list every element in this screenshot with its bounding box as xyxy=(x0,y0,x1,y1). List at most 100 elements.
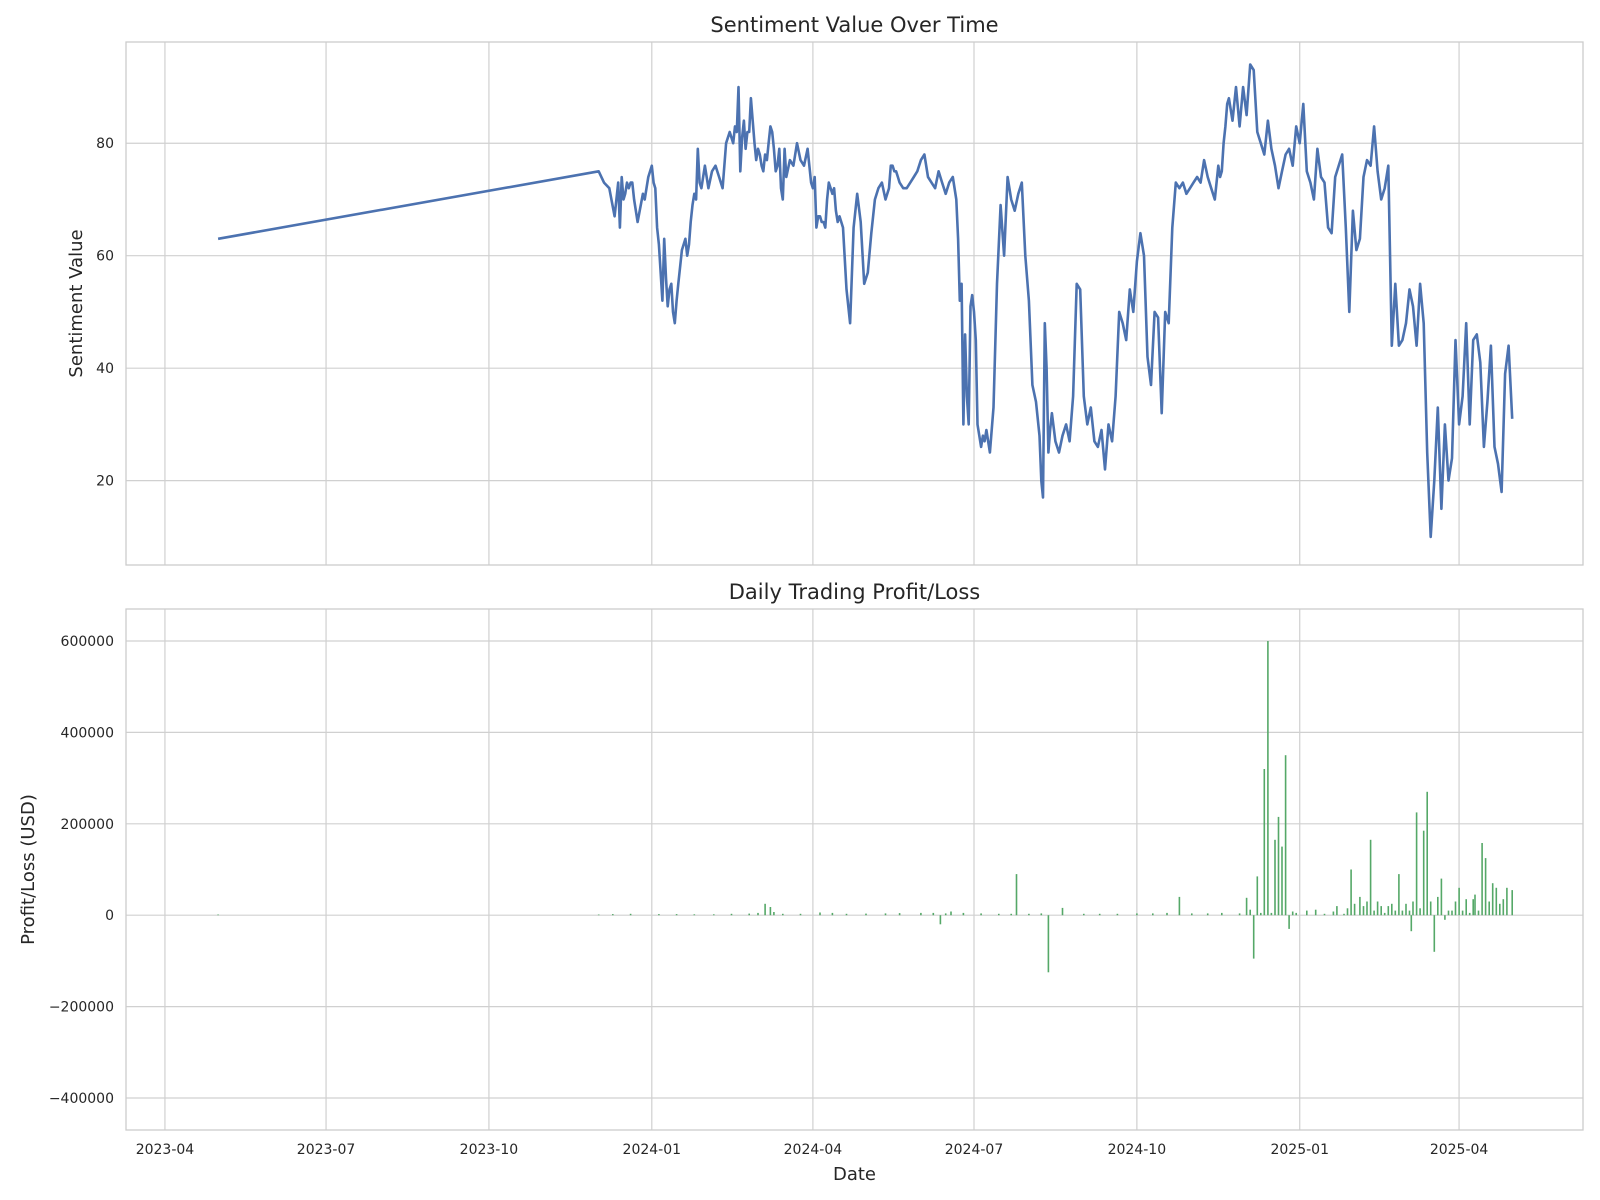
profit-loss-bar xyxy=(1291,911,1294,916)
date-x-tick-label: 2024-07 xyxy=(945,1142,1004,1158)
profit-loss-bar xyxy=(920,912,922,916)
profit-loss-bar xyxy=(1461,910,1464,916)
profit-loss-bar xyxy=(1412,901,1414,916)
profit-loss-bar xyxy=(1191,913,1193,916)
profit-loss-bar xyxy=(612,914,614,916)
profit-loss-bar xyxy=(693,914,696,916)
profit-loss-bar xyxy=(1491,883,1494,916)
profit-loss-bar xyxy=(1472,899,1474,916)
profit-loss-bar xyxy=(1426,791,1428,916)
profit-loss-bar xyxy=(865,913,867,916)
profit-loss-bar xyxy=(1398,874,1400,916)
profit-loss-bar xyxy=(769,907,772,916)
profit-loss-bar xyxy=(1178,896,1181,916)
profit-loss-bar xyxy=(1245,897,1248,916)
profit-loss-y-tick-label: 0 xyxy=(105,908,114,924)
profit-loss-bar xyxy=(1484,858,1487,916)
profit-loss-bar xyxy=(980,913,982,916)
profit-loss-bar xyxy=(748,913,750,916)
profit-loss-bar xyxy=(1277,816,1280,916)
profit-loss-bar xyxy=(764,903,766,916)
profit-loss-bar xyxy=(799,913,802,916)
profit-loss-bar xyxy=(1323,913,1326,916)
profit-loss-bar xyxy=(1387,906,1390,916)
profit-loss-bar xyxy=(782,913,784,916)
profit-loss-bar xyxy=(1488,901,1490,916)
profit-loss-bar xyxy=(1447,910,1450,916)
profit-loss-bar xyxy=(1511,890,1513,916)
date-x-tick-labels: 2023-04 2023-07 2023-10 2024-01 2024-04 2024-… xyxy=(136,1142,1489,1158)
profit-loss-chart-frame xyxy=(125,608,1584,1131)
profit-loss-bar xyxy=(1353,903,1356,916)
profit-loss-bar xyxy=(1362,906,1365,916)
profit-loss-bar xyxy=(1429,901,1432,916)
profit-loss-bar xyxy=(1419,908,1421,916)
profit-loss-bar xyxy=(1295,912,1297,916)
profit-loss-bar xyxy=(1373,910,1375,916)
date-x-axis-label: Date xyxy=(833,1164,876,1185)
profit-loss-bar xyxy=(1495,887,1498,916)
profit-loss-bar xyxy=(1350,869,1352,916)
profit-loss-bar xyxy=(1015,874,1018,916)
profit-loss-bar xyxy=(950,911,952,916)
profit-loss-bar xyxy=(1506,887,1508,916)
sentiment-y-tick-label: 20 xyxy=(96,474,114,490)
profit-loss-bar xyxy=(1465,899,1467,916)
profit-loss-chart-grid xyxy=(126,609,1583,1130)
profit-loss-bar xyxy=(1499,903,1501,916)
sentiment-chart-title: Sentiment Value Over Time xyxy=(710,13,998,37)
profit-loss-bar xyxy=(658,914,660,916)
profit-loss-bar xyxy=(1332,911,1335,916)
profit-loss-bar xyxy=(1474,894,1476,916)
profit-loss-bar xyxy=(1376,901,1379,916)
profit-loss-bar xyxy=(1083,913,1085,916)
profit-loss-bar xyxy=(939,915,942,925)
profit-loss-bar xyxy=(1401,910,1404,916)
sentiment-y-tick-label: 60 xyxy=(96,249,114,265)
profit-loss-bar xyxy=(1061,907,1064,916)
profit-loss-bar xyxy=(1267,641,1269,916)
profit-loss-bar xyxy=(819,912,821,916)
profit-loss-bar xyxy=(845,913,848,916)
profit-loss-bar xyxy=(1040,913,1043,916)
profit-loss-bar xyxy=(1284,755,1287,916)
profit-loss-y-tick-label: 600000 xyxy=(61,634,114,650)
profit-loss-bar xyxy=(962,912,965,916)
profit-loss-y-tick-label: −400000 xyxy=(49,1091,114,1107)
profit-loss-bar xyxy=(1270,912,1273,916)
profit-loss-bar xyxy=(1451,910,1453,916)
date-x-tick-label: 2024-04 xyxy=(784,1142,843,1158)
profit-loss-bar xyxy=(1502,899,1505,916)
profit-loss-bar xyxy=(1343,913,1345,916)
profit-loss-bar xyxy=(773,912,775,916)
profit-loss-bar xyxy=(1383,912,1386,916)
profit-loss-bar xyxy=(1394,910,1397,916)
profit-loss-bar xyxy=(1314,909,1317,916)
profit-loss-bar xyxy=(1263,769,1266,916)
profit-loss-chart-title: Daily Trading Profit/Loss xyxy=(729,580,980,604)
profit-loss-y-tick-label: 400000 xyxy=(61,725,114,741)
date-x-tick-label: 2025-01 xyxy=(1270,1142,1329,1158)
profit-loss-bar xyxy=(1444,915,1446,920)
profit-loss-bar xyxy=(1369,839,1372,916)
profit-loss-chart: −400000 −200000 0 200000 400000 600000 2023-0… xyxy=(18,580,1584,1185)
profit-loss-bar xyxy=(757,912,759,916)
profit-loss-bar xyxy=(1166,912,1168,916)
sentiment-y-tick-label: 40 xyxy=(96,361,114,377)
profit-loss-y-tick-label: −200000 xyxy=(49,1000,114,1016)
profit-loss-bar xyxy=(1433,915,1436,952)
profit-loss-bar xyxy=(629,913,632,916)
profit-loss-bar xyxy=(1415,812,1418,916)
profit-loss-bar xyxy=(675,914,678,916)
profit-loss-bar xyxy=(1366,901,1368,916)
profit-loss-y-tick-labels: −400000 −200000 0 200000 400000 600000 xyxy=(49,634,114,1107)
profit-loss-bar xyxy=(1288,915,1290,929)
sentiment-chart: 20 40 60 80 Sentiment Value Over Time Senti… xyxy=(66,13,1584,566)
date-x-tick-label: 2023-04 xyxy=(136,1142,195,1158)
profit-loss-bar xyxy=(1380,906,1382,916)
profit-loss-bar xyxy=(932,912,935,916)
profit-loss-bar xyxy=(1391,903,1393,916)
profit-loss-bar xyxy=(944,913,947,916)
profit-loss-bar xyxy=(1256,876,1259,916)
profit-loss-bar xyxy=(884,913,887,916)
